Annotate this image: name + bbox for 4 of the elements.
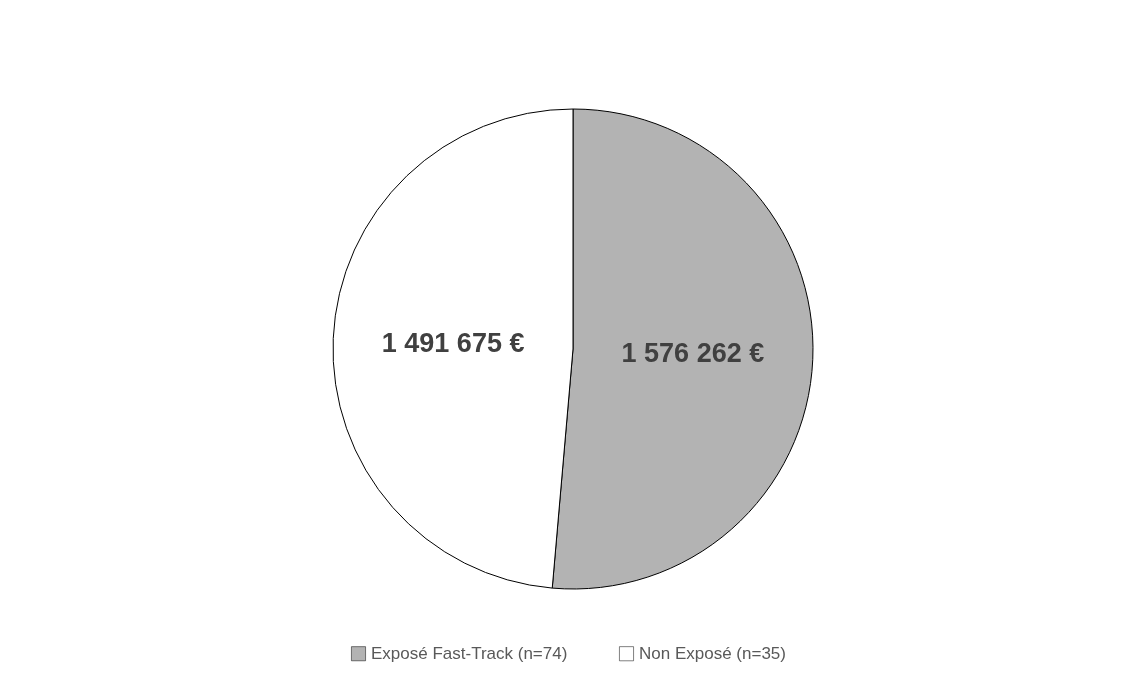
legend-label: Non Exposé (n=35) <box>639 643 786 663</box>
data-label: 1 491 675 € <box>381 327 525 358</box>
data-label: 1 576 262 € <box>621 338 765 369</box>
legend-label: Exposé Fast-Track (n=74) <box>371 643 568 663</box>
